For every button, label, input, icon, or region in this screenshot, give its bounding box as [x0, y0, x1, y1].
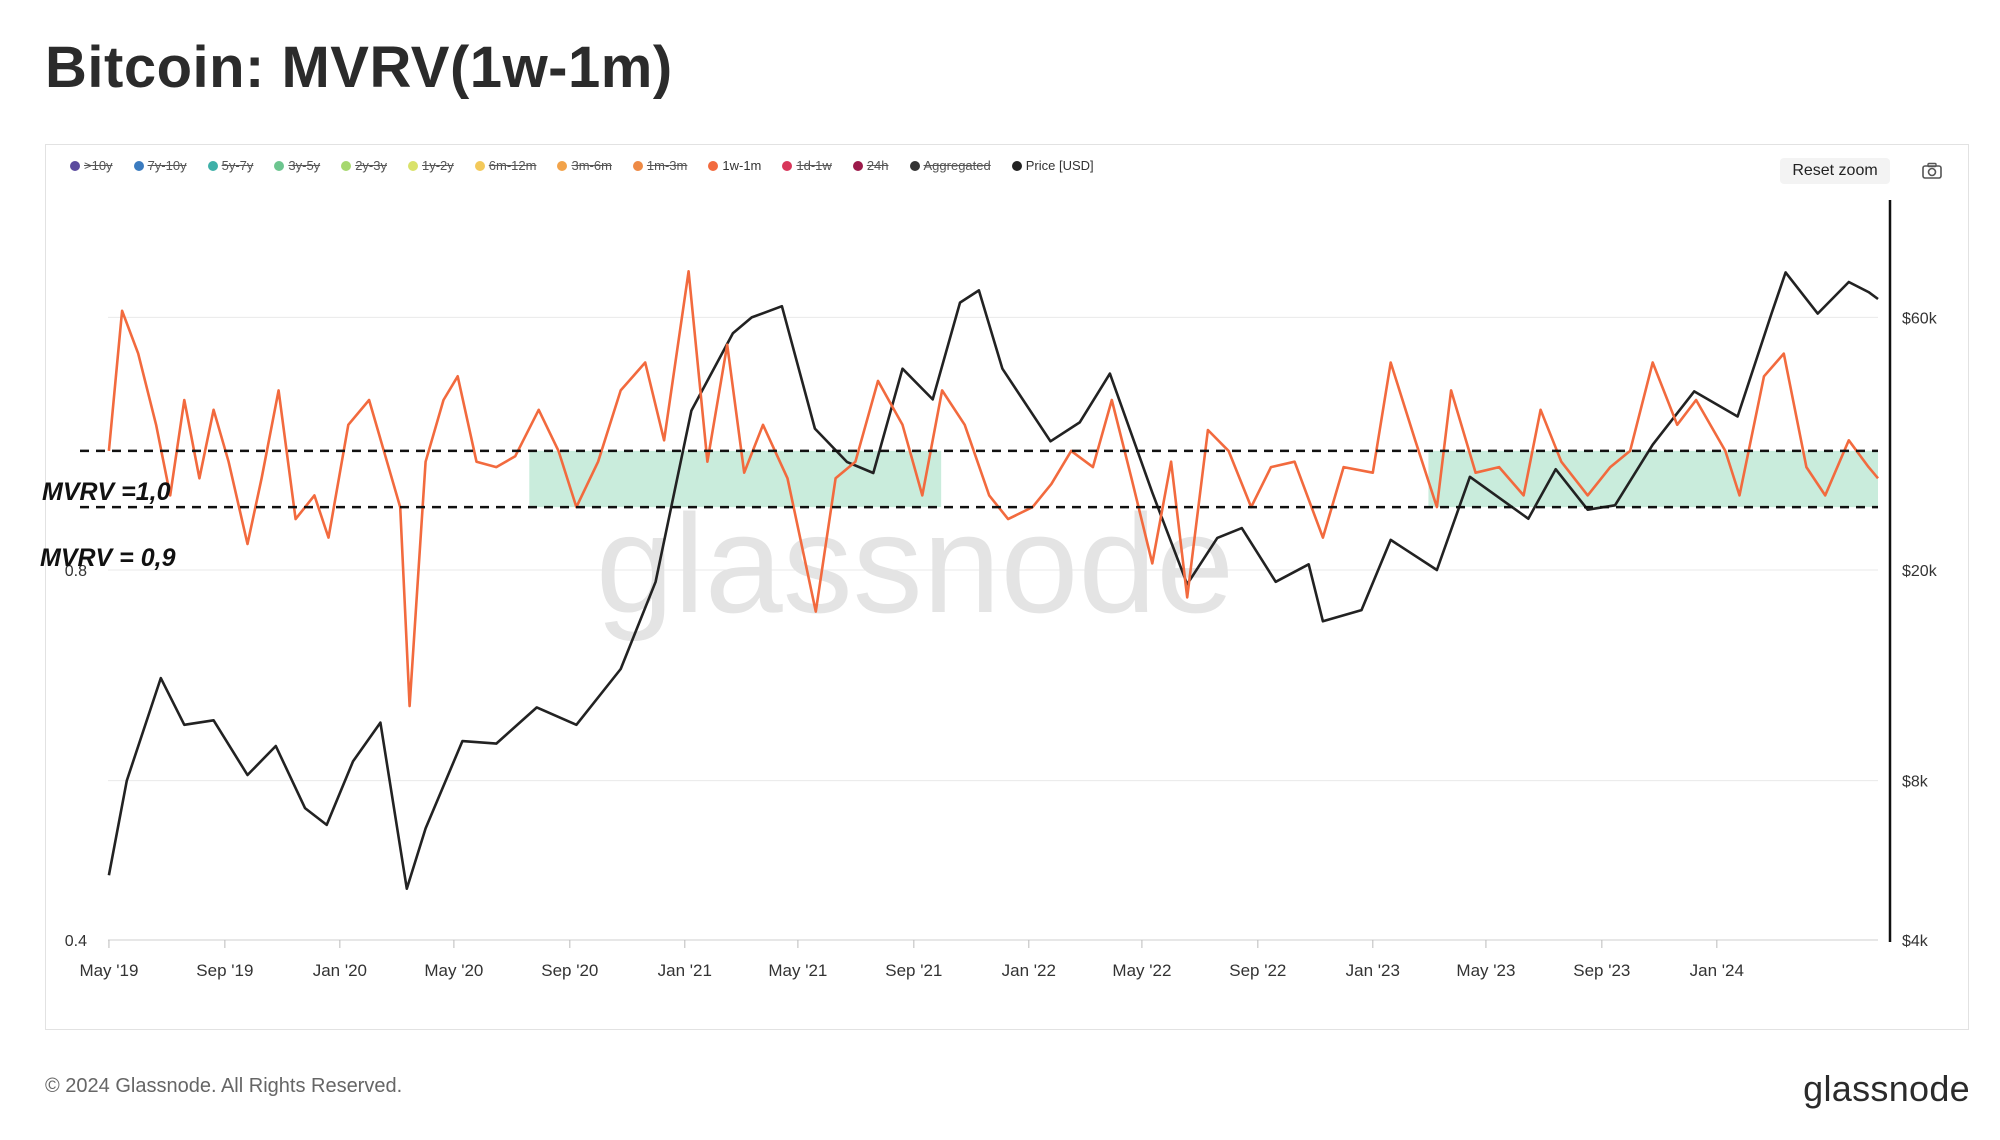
right-tick-label: $4k [1902, 933, 1929, 950]
chart-frame [45, 144, 1969, 1030]
footer-copyright: © 2024 Glassnode. All Rights Reserved. [45, 1075, 403, 1097]
x-tick-label: Sep '20 [541, 961, 598, 980]
legend-item[interactable]: 2y-3y [341, 158, 387, 173]
legend-item[interactable]: 24h [852, 158, 889, 173]
reset-zoom-button[interactable]: Reset zoom [1780, 158, 1890, 184]
legend-label: Price [USD] [1025, 158, 1094, 173]
page-title: Bitcoin: MVRV(1w-1m) [45, 35, 673, 100]
legend-dot-icon [782, 160, 793, 171]
x-tick-label: Jan '24 [1690, 961, 1744, 980]
legend-dot-icon [70, 160, 80, 171]
shaded-band [1428, 450, 1878, 508]
x-tick-label: Sep '22 [1229, 961, 1286, 980]
legend-dot-icon [133, 160, 144, 171]
legend-label: 2y-3y [355, 158, 387, 173]
legend-item[interactable]: 7y-10y [133, 158, 187, 173]
legend-item[interactable]: >10y [70, 158, 113, 173]
legend-item[interactable]: Price [USD] [1011, 158, 1094, 173]
legend-dot-icon [852, 160, 863, 171]
legend-dot-icon [407, 160, 418, 171]
x-tick-label: May '22 [1112, 961, 1171, 980]
right-tick-label: $20k [1902, 563, 1938, 580]
legend-item[interactable]: 6m-12m [474, 158, 537, 173]
legend-dot-icon [557, 160, 568, 171]
legend-dot-icon [632, 160, 643, 171]
legend-item[interactable]: 1m-3m [632, 158, 688, 173]
x-tick-label: May '21 [768, 961, 827, 980]
legend-dot-icon [274, 160, 285, 171]
x-tick-label: May '19 [79, 961, 138, 980]
legend-label: Aggregated [923, 158, 991, 173]
legend-label: 6m-12m [488, 158, 537, 173]
upper-line-annotation: MVRV =1,0 [42, 478, 171, 506]
legend-item[interactable]: 3m-6m [557, 158, 612, 173]
x-tick-label: Jan '23 [1346, 961, 1400, 980]
left-tick-label: 0.8 [65, 563, 87, 580]
x-tick-label: Sep '19 [196, 961, 253, 980]
legend-dot-icon [474, 160, 485, 171]
lower-line-annotation: MVRV = 0,9 [40, 544, 176, 572]
x-tick-label: Jan '22 [1002, 961, 1056, 980]
legend-item[interactable]: 1d-1w [782, 158, 832, 173]
left-tick-label: 0.4 [65, 933, 87, 950]
legend-label: >10y [84, 158, 113, 173]
legend-item[interactable]: 1w-1m [708, 158, 761, 173]
camera-icon[interactable] [1921, 160, 1943, 182]
chart-legend: >10y 7y-10y 5y-7y 3y-5y 2y-3y 1y-2y 6m-12m 3m-6… [70, 158, 1115, 173]
legend-item[interactable]: Aggregated [909, 158, 991, 173]
legend-item[interactable]: 1y-2y [407, 158, 454, 173]
legend-label: 1y-2y [421, 158, 454, 173]
legend-dot-icon [1011, 160, 1022, 171]
x-tick-label: Sep '21 [885, 961, 942, 980]
legend-dot-icon [207, 160, 218, 171]
legend-dot-icon [909, 160, 920, 171]
right-tick-label: $8k [1902, 774, 1929, 791]
legend-label: 3m-6m [571, 158, 612, 173]
legend-dot-icon [341, 160, 352, 171]
legend-label: 5y-7y [221, 158, 254, 173]
x-tick-label: May '20 [424, 961, 483, 980]
x-tick-label: Jan '21 [658, 961, 712, 980]
legend-dot-icon [708, 160, 719, 171]
legend-label: 7y-10y [147, 158, 187, 173]
legend-label: 1m-3m [646, 158, 688, 173]
x-tick-label: Jan '20 [313, 961, 367, 980]
mvrv-line [107, 269, 1879, 708]
x-tick-label: Sep '23 [1573, 961, 1630, 980]
watermark: glassnode [596, 485, 1234, 642]
legend-label: 3y-5y [288, 158, 321, 173]
legend-item[interactable]: 3y-5y [274, 158, 320, 173]
legend-label: 1w-1m [722, 158, 762, 173]
legend-label: 1d-1w [796, 158, 832, 173]
x-tick-label: May '23 [1456, 961, 1515, 980]
legend-item[interactable]: 5y-7y [207, 158, 254, 173]
footer-brand-logo: glassnode [1803, 1068, 1970, 1109]
legend-label: 24h [866, 158, 889, 173]
right-tick-label: $60k [1902, 310, 1938, 327]
